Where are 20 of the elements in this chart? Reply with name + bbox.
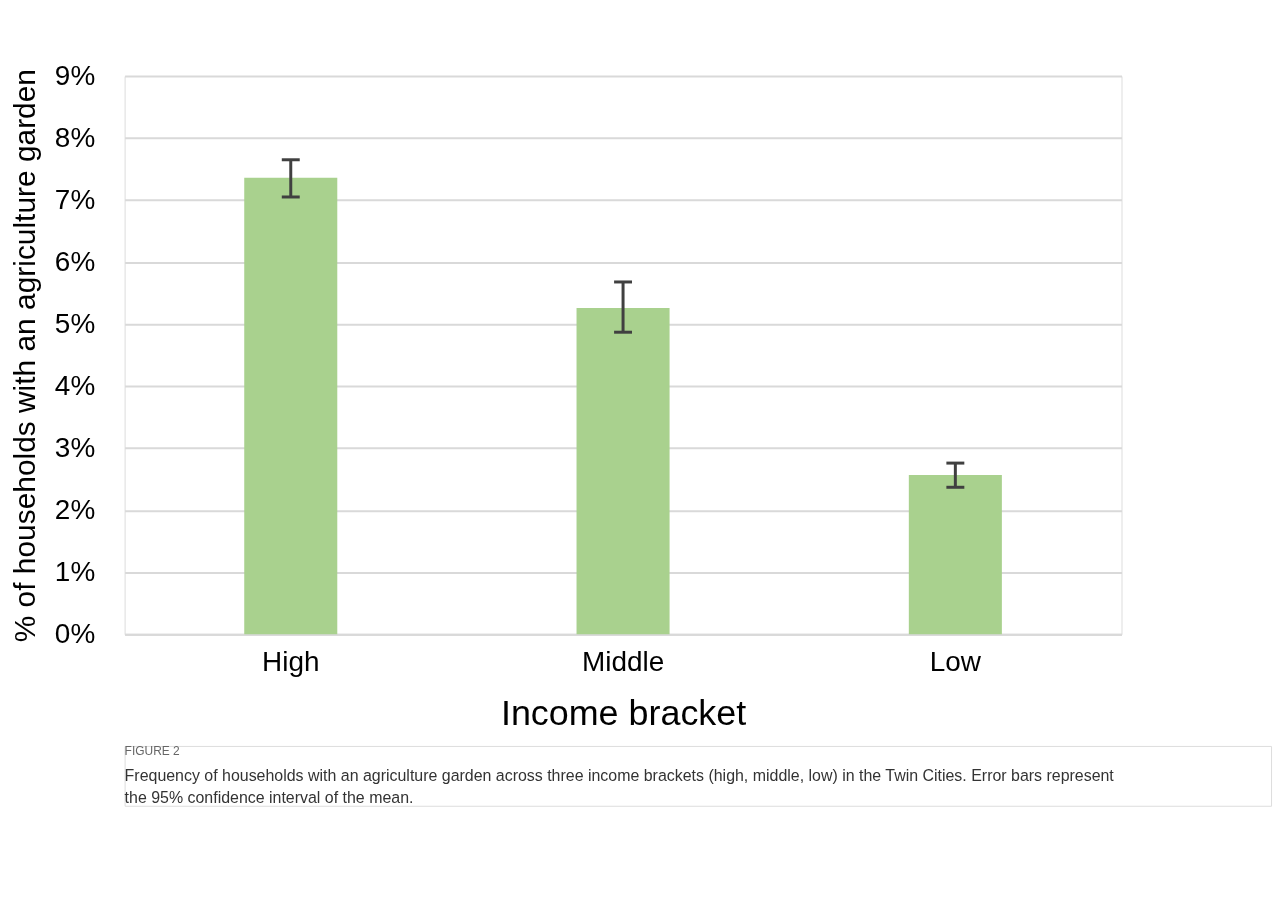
x-tick-label: Low <box>929 645 982 677</box>
y-tick-label: 3% <box>54 431 96 463</box>
y-tick-label: 4% <box>54 369 96 401</box>
x-tick-label: High <box>262 645 320 677</box>
bar <box>576 308 670 635</box>
y-axis-title: % of households with an agriculture garden <box>7 69 41 643</box>
x-axis-title: Income bracket <box>500 692 747 733</box>
bar <box>244 177 338 635</box>
bar <box>908 474 1002 635</box>
y-tick-label: 7% <box>54 183 96 215</box>
y-tick-label: 6% <box>54 245 96 277</box>
y-tick-label: 9% <box>54 59 96 91</box>
y-tick-label: 8% <box>54 121 96 153</box>
text: Frequency of households with an agriculture garden across three income brackets (high, middle, low) in the Twin Cities. Error bars represent the 95% confidence interval of the mean. <box>124 766 1115 806</box>
y-tick-label: 1% <box>54 555 96 587</box>
y-tick-label: 0% <box>54 617 96 649</box>
x-tick-label: Middle <box>581 645 665 677</box>
text: FIGURE 2 <box>124 743 181 758</box>
y-tick-label: 5% <box>54 307 96 339</box>
y-tick-label: 2% <box>54 493 96 525</box>
